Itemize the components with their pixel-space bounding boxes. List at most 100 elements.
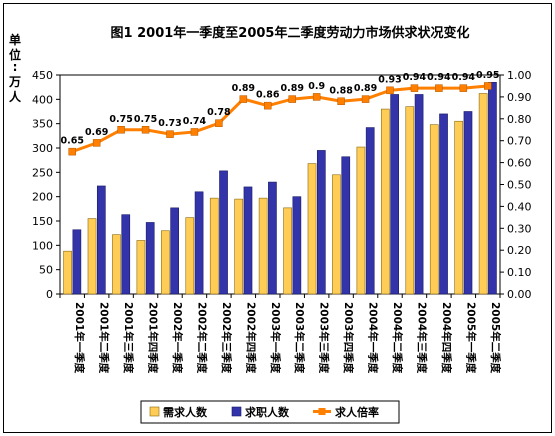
- y-right-tick-label: 0.20: [507, 244, 532, 257]
- ratio-data-label: 0.9: [308, 81, 325, 92]
- bar-demand: [405, 106, 415, 295]
- x-tick-label: 2002年四季度: [244, 302, 257, 374]
- y-left-tick-label: 450: [32, 69, 53, 82]
- ratio-marker: [459, 84, 468, 92]
- legend-swatch-demand: [149, 406, 160, 417]
- y-left-tick-label: 350: [32, 118, 53, 131]
- x-tick-label: 2002年二季度: [195, 302, 208, 374]
- ratio-data-label: 0.78: [207, 107, 231, 118]
- y-left-tick-label: 100: [32, 239, 53, 252]
- bar-demand: [381, 108, 390, 295]
- bar-demand: [332, 174, 341, 295]
- y-right-tick-label: 0.60: [507, 157, 532, 170]
- y-left-tick-label: 200: [32, 191, 53, 204]
- y-left-tick-label: 300: [32, 142, 53, 155]
- ratio-data-label: 0.94: [403, 72, 427, 83]
- y-right-tick-label: 0.40: [507, 200, 532, 213]
- bar-demand: [161, 230, 170, 295]
- y-left-tick-label: 400: [32, 93, 53, 106]
- ratio-marker: [288, 95, 296, 103]
- bar-job-seekers: [219, 170, 228, 295]
- bar-job-seekers: [96, 185, 106, 295]
- x-tick-label: 2001年三季度: [122, 302, 135, 374]
- ratio-marker: [484, 82, 492, 90]
- ratio-marker: [215, 119, 223, 127]
- x-tick-label: 2003年二季度: [293, 302, 306, 374]
- x-tick-label: 2005年二季度: [489, 302, 502, 374]
- ratio-data-label: 0.75: [109, 114, 132, 125]
- y-left-tick-label: 250: [32, 166, 53, 179]
- ratio-marker: [312, 93, 321, 101]
- ratio-marker: [435, 84, 443, 92]
- x-tick-label: 2001年四季度: [147, 302, 160, 374]
- bar-job-seekers: [243, 186, 253, 295]
- ratio-data-label: 0.89: [354, 83, 377, 94]
- legend-label-demand: 需求人数: [163, 405, 208, 419]
- legend-marker-ratio: [318, 408, 326, 415]
- chart-title: 图1 2001年一季度至2005年二季度劳动力市场供求状况变化: [111, 25, 470, 41]
- bar-demand: [112, 234, 121, 295]
- legend-swatch-job-seekers: [231, 406, 242, 417]
- bar-demand: [283, 207, 292, 295]
- bar-job-seekers: [72, 229, 82, 295]
- bar-job-seekers: [341, 156, 351, 295]
- y-unit-char: 单: [9, 32, 21, 47]
- bar-demand: [478, 93, 488, 295]
- y-left-tick-label: 150: [32, 215, 53, 228]
- bar-job-seekers: [170, 207, 179, 295]
- y-right-tick-label: 0.30: [507, 222, 532, 235]
- ratio-data-label: 0.65: [60, 136, 83, 147]
- x-tick-label: 2005年一季度: [464, 302, 477, 374]
- ratio-data-label: 0.88: [329, 85, 353, 96]
- bar-job-seekers: [414, 94, 424, 295]
- bar-job-seekers: [390, 94, 399, 295]
- ratio-marker: [264, 101, 272, 110]
- bar-job-seekers: [488, 82, 497, 295]
- y-right-tick-label: 0.50: [507, 179, 532, 192]
- x-tick-label: 2002年三季度: [220, 302, 233, 374]
- ratio-data-label: 0.69: [85, 127, 108, 138]
- ratio-data-label: 0.75: [134, 114, 157, 125]
- ratio-data-label: 0.95: [476, 70, 499, 81]
- ratio-data-label: 0.89: [232, 83, 255, 94]
- bar-demand: [63, 250, 72, 295]
- x-tick-label: 2002年一季度: [171, 302, 184, 374]
- bar-job-seekers: [316, 150, 326, 295]
- ratio-marker: [386, 86, 394, 95]
- y-unit-char: 人: [9, 89, 22, 104]
- bar-demand: [234, 198, 244, 295]
- x-tick-label: 2004年三季度: [415, 302, 428, 374]
- bar-demand: [185, 217, 195, 295]
- x-tick-label: 2004年二季度: [391, 302, 404, 374]
- x-tick-label: 2003年四季度: [342, 302, 355, 374]
- legend-box: [140, 400, 400, 424]
- bar-job-seekers: [463, 111, 473, 295]
- ratio-marker: [141, 126, 150, 134]
- legend-label-ratio: 求人倍率: [335, 405, 379, 419]
- y-right-tick-label: 0.80: [507, 113, 532, 126]
- y-left-tick-label: 0: [46, 288, 53, 301]
- y-right-tick-label: 0.00: [507, 288, 532, 301]
- legend: 需求人数 求职人数 求人倍率: [140, 400, 400, 424]
- ratio-data-label: 0.89: [280, 83, 303, 94]
- y-right-tick-label: 0.10: [507, 266, 532, 279]
- bar-job-seekers: [292, 196, 302, 295]
- y-right-tick-label: 0.90: [507, 91, 532, 104]
- bar-demand: [356, 146, 366, 295]
- ratio-data-label: 0.94: [452, 72, 476, 83]
- bar-job-seekers: [145, 222, 155, 295]
- bar-job-seekers: [439, 113, 448, 295]
- bar-demand: [87, 218, 97, 295]
- ratio-data-label: 0.73: [158, 118, 181, 129]
- ratio-line: [71, 84, 488, 154]
- legend-label-job-seekers: 求职人数: [245, 405, 290, 419]
- x-tick-label: 2003年三季度: [318, 302, 331, 374]
- bar-job-seekers: [194, 191, 204, 295]
- ratio-marker: [92, 139, 101, 147]
- ratio-marker: [361, 95, 370, 103]
- bar-demand: [307, 163, 317, 295]
- bar-demand: [136, 240, 146, 295]
- bar-demand: [209, 197, 219, 295]
- y-right-tick-label: 0.70: [507, 135, 532, 148]
- bar-job-seekers: [365, 127, 375, 295]
